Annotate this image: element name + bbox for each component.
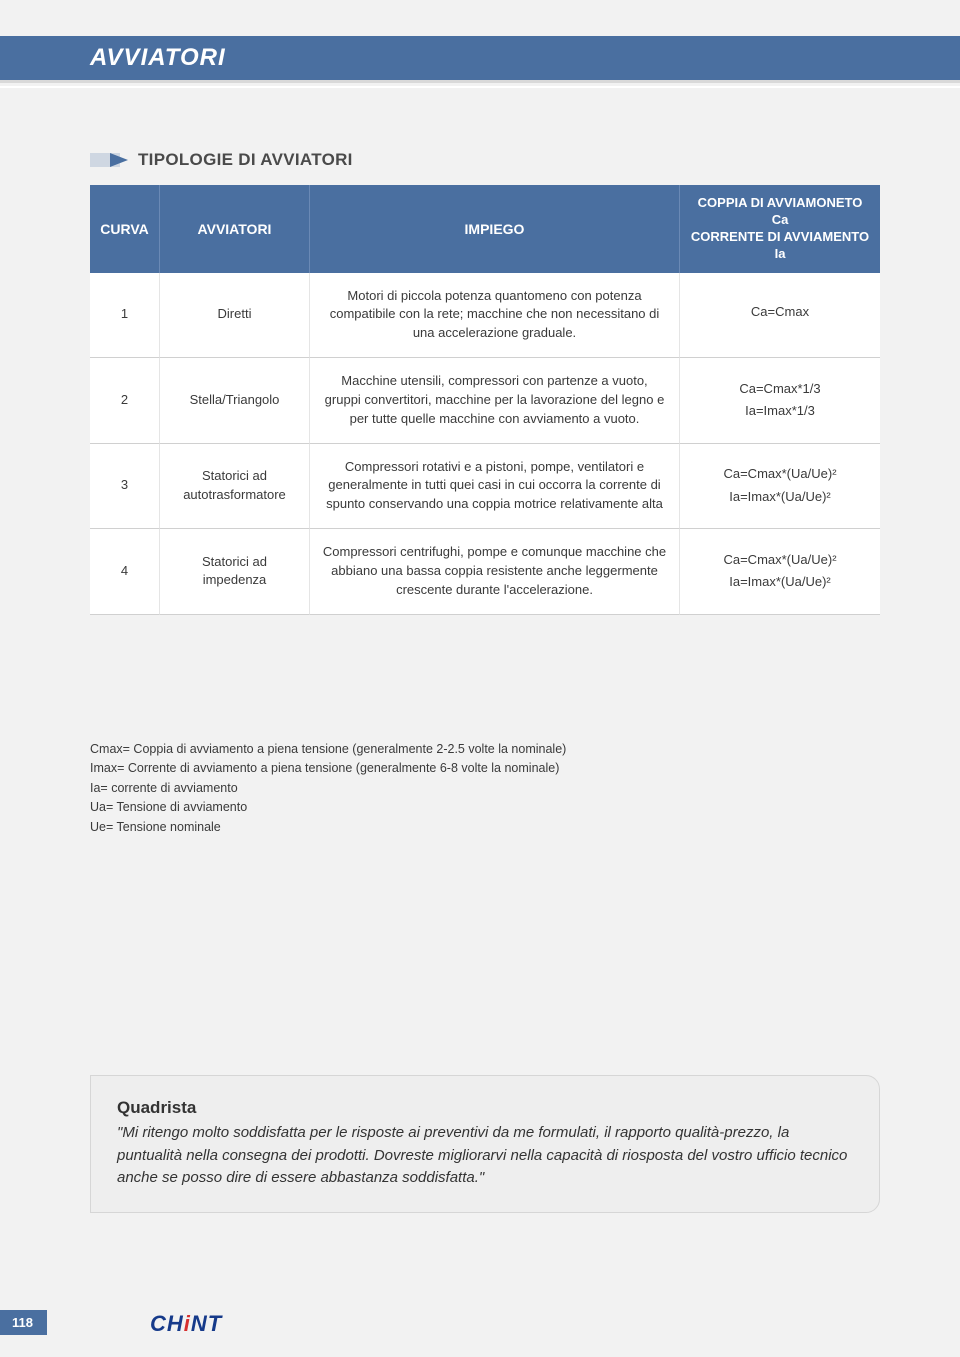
header-separator bbox=[0, 80, 960, 83]
testimonial-title: Quadrista bbox=[117, 1098, 853, 1118]
th-impiego: IMPIEGO bbox=[310, 185, 680, 273]
notes-block: Cmax= Coppia di avviamento a piena tensi… bbox=[90, 740, 880, 837]
header-separator-thin bbox=[0, 86, 960, 88]
section-header: TIPOLOGIE DI AVVIATORI bbox=[90, 150, 353, 170]
note-line: Cmax= Coppia di avviamento a piena tensi… bbox=[90, 740, 880, 759]
arrow-icon bbox=[90, 153, 128, 167]
cell-impiego: Motori di piccola potenza quantomeno con… bbox=[310, 273, 680, 359]
cell-curva: 2 bbox=[90, 358, 160, 444]
formula-ca: Ca=Cmax*1/3 bbox=[692, 378, 868, 401]
formula-ca: Ca=Cmax bbox=[692, 301, 868, 324]
formula-ia bbox=[692, 324, 868, 328]
note-line: Imax= Corrente di avviamento a piena ten… bbox=[90, 759, 880, 778]
cell-avviatori: Statorici ad impedenza bbox=[160, 529, 310, 615]
cell-impiego: Compressori rotativi e a pistoni, pompe,… bbox=[310, 444, 680, 530]
table-row: 1 Diretti Motori di piccola potenza quan… bbox=[90, 273, 880, 359]
note-line: Ua= Tensione di avviamento bbox=[90, 798, 880, 817]
formula-ca: Ca=Cmax*(Ua/Ue)² bbox=[692, 463, 868, 486]
page-number: 118 bbox=[0, 1310, 47, 1335]
th-curva: CURVA bbox=[90, 185, 160, 273]
cell-coppia: Ca=Cmax*1/3 Ia=Imax*1/3 bbox=[680, 358, 880, 444]
th-avviatori: AVVIATORI bbox=[160, 185, 310, 273]
cell-coppia: Ca=Cmax*(Ua/Ue)² Ia=Imax*(Ua/Ue)² bbox=[680, 529, 880, 615]
cell-avviatori: Diretti bbox=[160, 273, 310, 359]
note-line: Ue= Tensione nominale bbox=[90, 818, 880, 837]
section-title: TIPOLOGIE DI AVVIATORI bbox=[138, 150, 353, 170]
cell-avviatori: Statorici ad autotrasformatore bbox=[160, 444, 310, 530]
cell-curva: 1 bbox=[90, 273, 160, 359]
cell-coppia: Ca=Cmax*(Ua/Ue)² Ia=Imax*(Ua/Ue)² bbox=[680, 444, 880, 530]
testimonial-box: Quadrista "Mi ritengo molto soddisfatta … bbox=[90, 1075, 880, 1213]
page: AVVIATORI TIPOLOGIE DI AVVIATORI CURVA A… bbox=[0, 0, 960, 1357]
table-row: 2 Stella/Triangolo Macchine utensili, co… bbox=[90, 358, 880, 444]
note-line: Ia= corrente di avviamento bbox=[90, 779, 880, 798]
table-row: 3 Statorici ad autotrasformatore Compres… bbox=[90, 444, 880, 530]
table-row: 4 Statorici ad impedenza Compressori cen… bbox=[90, 529, 880, 615]
formula-ca: Ca=Cmax*(Ua/Ue)² bbox=[692, 549, 868, 572]
logo-part-1: CH bbox=[150, 1311, 184, 1336]
page-title: AVVIATORI bbox=[90, 36, 226, 80]
logo-part-2: NT bbox=[191, 1311, 222, 1336]
formula-ia: Ia=Imax*(Ua/Ue)² bbox=[692, 486, 868, 509]
cell-impiego: Macchine utensili, compressori con parte… bbox=[310, 358, 680, 444]
cell-curva: 3 bbox=[90, 444, 160, 530]
cell-avviatori: Stella/Triangolo bbox=[160, 358, 310, 444]
th-coppia: COPPIA DI AVVIAMONETO Ca CORRENTE DI AVV… bbox=[680, 185, 880, 273]
starters-table: CURVA AVVIATORI IMPIEGO COPPIA DI AVVIAM… bbox=[90, 185, 880, 615]
formula-ia: Ia=Imax*(Ua/Ue)² bbox=[692, 571, 868, 594]
logo-accent: i bbox=[184, 1311, 191, 1336]
brand-logo: CHiNT bbox=[150, 1311, 222, 1337]
cell-curva: 4 bbox=[90, 529, 160, 615]
cell-impiego: Compressori centrifughi, pompe e comunqu… bbox=[310, 529, 680, 615]
table-header-row: CURVA AVVIATORI IMPIEGO COPPIA DI AVVIAM… bbox=[90, 185, 880, 273]
cell-coppia: Ca=Cmax bbox=[680, 273, 880, 359]
formula-ia: Ia=Imax*1/3 bbox=[692, 400, 868, 423]
testimonial-text: "Mi ritengo molto soddisfatta per le ris… bbox=[117, 1122, 853, 1190]
